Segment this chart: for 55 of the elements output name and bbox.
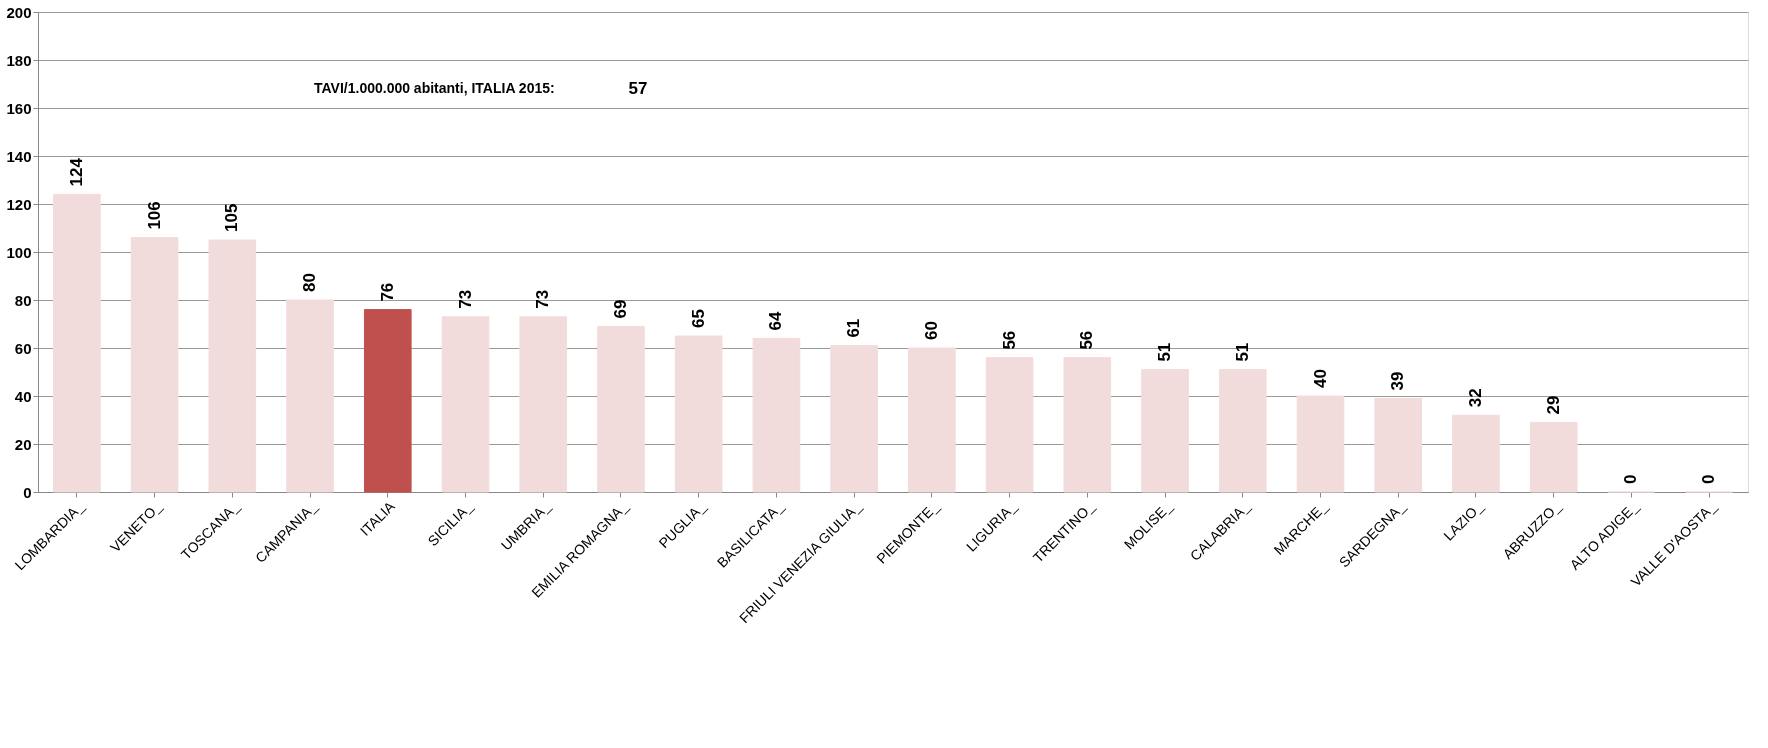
bar — [441, 316, 490, 493]
data-label: 39 — [1388, 371, 1408, 391]
data-label: 73 — [533, 289, 553, 309]
data-label: 51 — [1232, 342, 1252, 362]
y-tick-label: 160 — [6, 99, 32, 117]
data-label: 56 — [1077, 330, 1097, 350]
bar — [130, 237, 179, 493]
data-label: 40 — [1310, 369, 1330, 388]
data-label: 76 — [377, 282, 397, 302]
bar — [985, 357, 1034, 493]
data-label: 105 — [222, 203, 242, 232]
y-tick-label: 20 — [14, 435, 32, 453]
bar — [752, 337, 801, 493]
data-label: 0 — [1699, 474, 1719, 484]
y-tick-label: 100 — [6, 243, 32, 261]
data-label: 0 — [1621, 474, 1641, 484]
data-label: 29 — [1543, 395, 1563, 415]
bar — [1063, 357, 1112, 493]
y-tick-label: 120 — [6, 195, 32, 213]
bar — [1374, 397, 1423, 493]
y-tick-label: 140 — [6, 147, 32, 165]
bar — [1218, 369, 1267, 493]
data-label: 60 — [921, 321, 941, 340]
bar — [363, 309, 412, 493]
data-label: 61 — [844, 318, 864, 338]
bar — [1296, 395, 1345, 493]
y-tick-label: 60 — [14, 339, 32, 357]
data-label: 80 — [300, 273, 320, 292]
bar — [908, 347, 956, 493]
annotation: 57 — [628, 79, 648, 98]
data-label: 73 — [455, 289, 475, 309]
data-label: 106 — [144, 201, 164, 230]
data-label: 65 — [688, 309, 708, 328]
data-label: 124 — [66, 157, 86, 187]
bar — [674, 335, 723, 493]
bar — [1529, 421, 1578, 493]
bar — [1141, 369, 1189, 493]
y-tick-label: 180 — [6, 51, 32, 69]
annotation: TAVI/1.000.000 abitanti, ITALIA 2015: — [314, 80, 555, 96]
bar — [1452, 414, 1500, 493]
y-tick-label: 40 — [14, 387, 32, 405]
y-tick-label: 0 — [23, 483, 32, 501]
data-label: 32 — [1465, 388, 1485, 408]
data-label: 64 — [766, 310, 786, 331]
data-label: 51 — [1155, 342, 1175, 362]
bar — [53, 193, 101, 493]
y-tick-label: 80 — [14, 291, 32, 309]
data-label: 56 — [999, 330, 1019, 350]
bar — [286, 299, 334, 493]
data-label: 69 — [610, 299, 630, 319]
bar — [597, 325, 645, 493]
y-tick-label: 200 — [6, 3, 32, 21]
bar — [208, 239, 257, 493]
bar — [519, 316, 568, 493]
bar — [830, 345, 878, 493]
